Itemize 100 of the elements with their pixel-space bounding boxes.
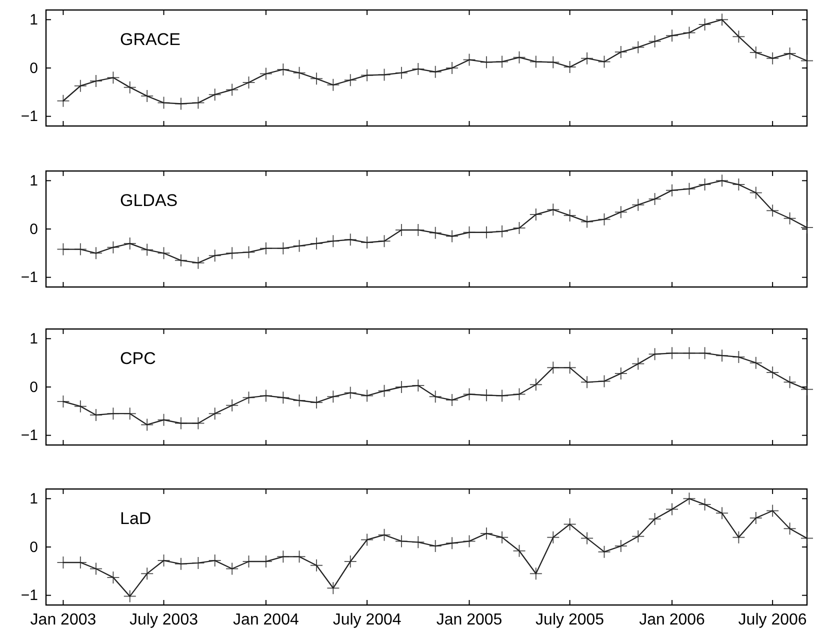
point — [259, 389, 272, 402]
point — [580, 532, 594, 545]
point — [395, 66, 408, 80]
point — [648, 34, 662, 48]
point — [276, 391, 290, 404]
point — [378, 234, 391, 248]
point — [716, 13, 729, 26]
point — [783, 376, 796, 389]
point — [632, 357, 645, 370]
point — [378, 384, 391, 398]
point — [716, 174, 729, 188]
point — [446, 536, 459, 550]
point — [344, 74, 357, 87]
point — [344, 555, 357, 568]
point — [496, 530, 509, 544]
point — [716, 506, 729, 520]
point — [242, 391, 256, 404]
point — [292, 66, 306, 80]
point — [428, 540, 442, 553]
point — [766, 504, 780, 518]
point — [632, 40, 645, 54]
point — [766, 366, 780, 379]
point — [462, 226, 476, 239]
point — [226, 398, 239, 412]
point — [208, 554, 222, 568]
point — [716, 349, 729, 362]
y-tick-label: −1 — [20, 269, 38, 286]
point — [529, 208, 542, 221]
point — [598, 545, 611, 558]
point — [800, 382, 814, 396]
point — [192, 416, 205, 430]
point — [174, 557, 188, 570]
point — [276, 62, 290, 76]
point — [546, 56, 560, 69]
y-tick-label: 1 — [30, 11, 38, 28]
y-tick-label: 1 — [30, 330, 38, 348]
point — [512, 388, 526, 401]
point — [428, 390, 442, 404]
point — [259, 242, 272, 255]
x-tick-label: July 2004 — [332, 611, 402, 628]
point — [310, 558, 324, 572]
point — [192, 556, 205, 570]
point — [326, 234, 340, 248]
point — [614, 540, 628, 553]
point — [106, 240, 120, 254]
point — [462, 53, 476, 66]
series-label: LaD — [120, 508, 152, 528]
point — [123, 407, 136, 420]
point — [580, 52, 594, 65]
point — [140, 90, 154, 103]
point — [732, 30, 746, 44]
point — [632, 198, 645, 212]
point — [292, 239, 306, 252]
point — [580, 376, 594, 389]
point — [192, 256, 205, 270]
point — [140, 243, 154, 256]
point — [783, 212, 796, 225]
point — [546, 361, 560, 374]
point — [226, 246, 239, 260]
point — [360, 533, 374, 546]
point — [344, 233, 357, 246]
point — [344, 386, 357, 400]
point — [529, 378, 542, 392]
point — [648, 192, 662, 206]
point — [276, 242, 290, 255]
point — [157, 554, 170, 568]
point — [480, 388, 493, 402]
point — [546, 530, 560, 544]
point — [749, 512, 762, 524]
point — [123, 80, 136, 94]
point — [563, 60, 576, 74]
point — [208, 407, 222, 420]
point — [89, 246, 102, 260]
x-tick-label: July 2003 — [130, 611, 198, 628]
text: CPC — [120, 348, 156, 368]
point — [208, 249, 222, 262]
y-tick-label: 0 — [30, 60, 38, 77]
point — [326, 390, 340, 404]
point — [428, 65, 442, 78]
point — [412, 536, 425, 549]
x-tick-label: Jan 2004 — [233, 611, 299, 628]
point — [614, 206, 628, 219]
point — [682, 182, 696, 196]
point — [732, 350, 746, 364]
point — [800, 54, 814, 68]
point — [666, 184, 679, 197]
point — [749, 356, 762, 370]
point — [360, 68, 374, 82]
point — [800, 221, 814, 234]
point — [428, 226, 442, 240]
point — [56, 242, 70, 256]
point — [106, 570, 120, 584]
x-tick-label: Jan 2006 — [639, 611, 706, 628]
point — [140, 418, 154, 432]
point — [800, 532, 814, 545]
point — [378, 528, 391, 542]
point — [226, 562, 239, 576]
point — [496, 389, 509, 402]
point — [56, 94, 70, 108]
point — [666, 346, 679, 360]
